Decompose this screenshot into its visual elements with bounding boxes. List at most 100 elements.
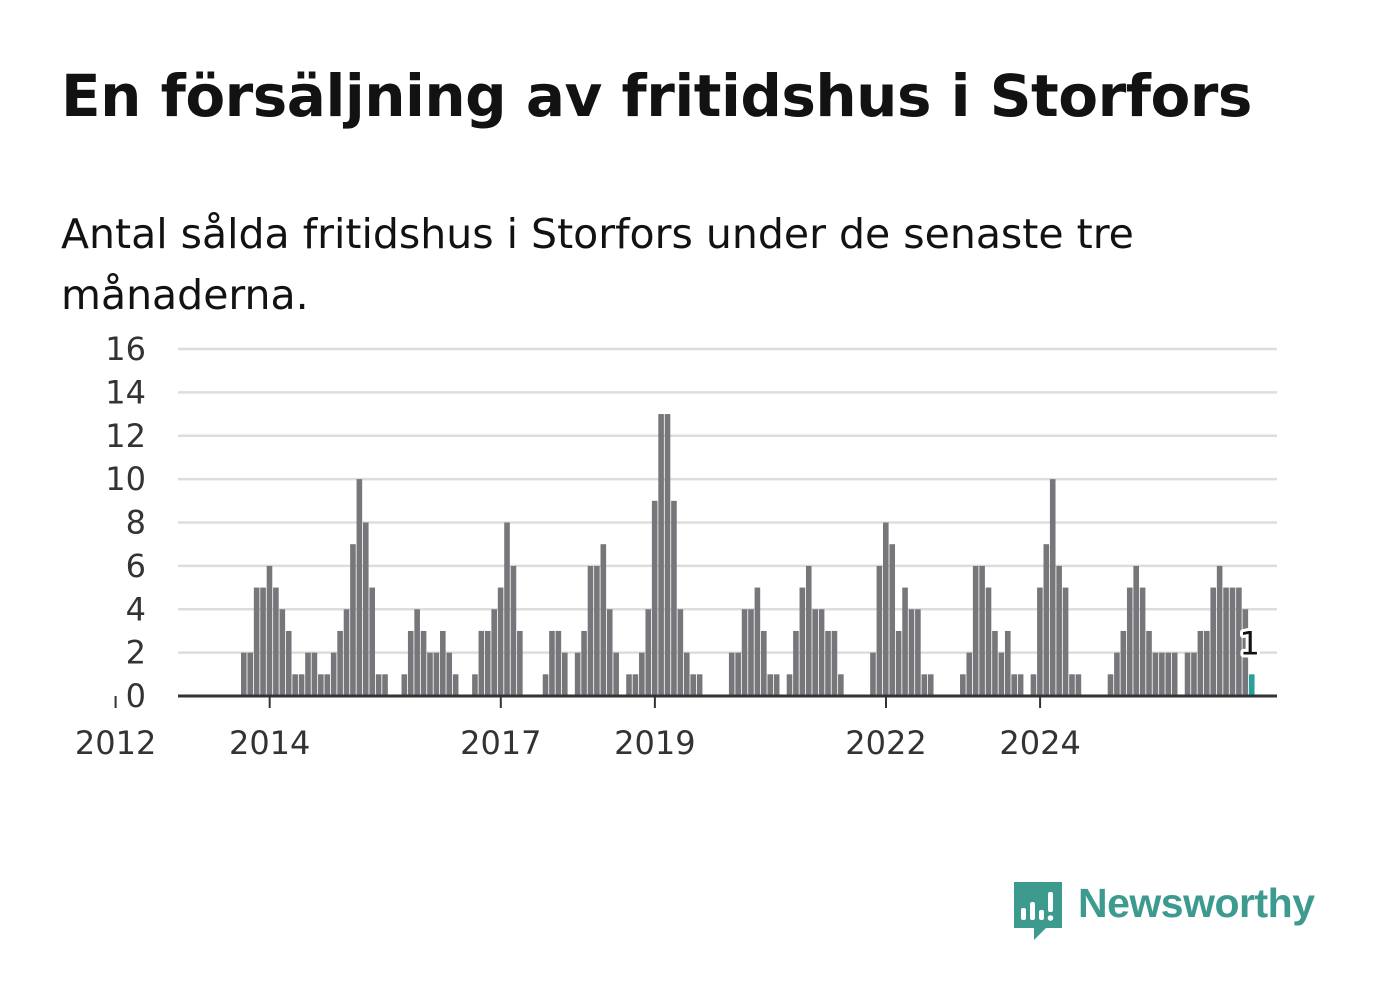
brand-logo: Newsworthy <box>1010 878 1330 942</box>
bar <box>1210 587 1217 696</box>
bar <box>921 674 928 696</box>
bar <box>420 630 427 696</box>
bar <box>542 674 549 696</box>
bar <box>1216 565 1223 696</box>
bar <box>825 630 831 696</box>
grid-lines <box>178 347 1277 654</box>
bar <box>401 674 408 696</box>
bar <box>831 630 838 696</box>
bar <box>1107 674 1114 696</box>
bar <box>517 630 523 696</box>
bar <box>1120 630 1127 696</box>
bar <box>497 587 504 696</box>
y-tick-label: 12 <box>105 417 146 455</box>
bar <box>876 565 883 696</box>
bar <box>696 674 703 696</box>
y-tick-label: 16 <box>105 330 146 368</box>
bar <box>1159 652 1165 696</box>
bar <box>908 609 915 696</box>
bar <box>1242 609 1249 696</box>
bar <box>1126 587 1133 696</box>
brand-name: Newsworthy <box>1078 880 1315 926</box>
bar <box>292 674 298 696</box>
bar <box>574 652 581 696</box>
bar <box>972 565 979 696</box>
bar <box>484 630 491 696</box>
bar <box>1197 630 1204 696</box>
bar <box>407 630 414 696</box>
bar <box>979 565 985 696</box>
x-axis-ticks: 2012 2014 2017 2019 2022 2024 <box>75 696 1081 762</box>
bar <box>279 609 286 696</box>
bar <box>247 652 254 696</box>
bar <box>298 674 305 696</box>
bar <box>992 630 998 696</box>
bars <box>241 414 1255 696</box>
bar <box>690 674 696 696</box>
bar <box>318 674 324 696</box>
bar <box>273 587 279 696</box>
bar <box>337 630 343 696</box>
newsworthy-logo-icon <box>1014 882 1062 940</box>
data-labels: 1 <box>1237 621 1263 665</box>
bar <box>645 609 652 696</box>
bar <box>1204 630 1210 696</box>
bar <box>440 630 446 696</box>
bar <box>870 652 876 696</box>
bar <box>1069 674 1075 696</box>
bar <box>1152 652 1159 696</box>
x-tick-label: 2012 <box>75 724 156 762</box>
data-label: 1 <box>1240 624 1260 662</box>
bar <box>773 674 780 696</box>
y-tick-label: 0 <box>126 677 146 715</box>
bar <box>748 609 754 696</box>
bar <box>1062 587 1069 696</box>
x-tick-label: 2022 <box>845 724 926 762</box>
bar <box>658 414 664 696</box>
x-tick-label: 2017 <box>460 724 541 762</box>
bar <box>241 652 247 696</box>
bar <box>677 609 684 696</box>
bar <box>1011 674 1017 696</box>
bar <box>491 609 497 696</box>
bar <box>1075 674 1082 696</box>
bar <box>735 652 741 696</box>
bar <box>253 587 260 696</box>
bar <box>1017 674 1024 696</box>
bar <box>818 609 825 696</box>
bar <box>581 630 587 696</box>
bar <box>375 674 382 696</box>
chart-title: En försäljning av fritidshus i Storfors <box>61 62 1252 130</box>
bar <box>754 587 761 696</box>
bar <box>741 609 748 696</box>
y-tick-label: 6 <box>126 547 146 585</box>
bar <box>927 674 934 696</box>
bar <box>478 630 485 696</box>
y-tick-label: 4 <box>126 590 146 628</box>
bar <box>651 500 658 696</box>
bar <box>671 500 677 696</box>
bar <box>1248 674 1255 696</box>
bar <box>369 587 375 696</box>
bar <box>985 587 992 696</box>
bar-chart: 0 2 4 6 8 10 12 14 16 2012 2014 2017 2019 2022 2024 1 <box>75 330 1277 762</box>
bar <box>452 674 459 696</box>
bar <box>427 652 433 696</box>
bar <box>812 609 818 696</box>
bar <box>1043 544 1050 696</box>
y-tick-label: 10 <box>105 460 146 498</box>
x-tick-label: 2014 <box>229 724 310 762</box>
bar <box>1133 565 1139 696</box>
bar <box>1229 587 1236 696</box>
bar <box>555 630 562 696</box>
bar <box>1165 652 1172 696</box>
x-tick-label: 2024 <box>999 724 1080 762</box>
bar <box>626 674 632 696</box>
bar <box>266 565 273 696</box>
bar <box>382 674 388 696</box>
bar <box>889 544 896 696</box>
bar <box>362 522 369 696</box>
bar <box>639 652 645 696</box>
bar <box>915 609 921 696</box>
bar <box>414 609 420 696</box>
